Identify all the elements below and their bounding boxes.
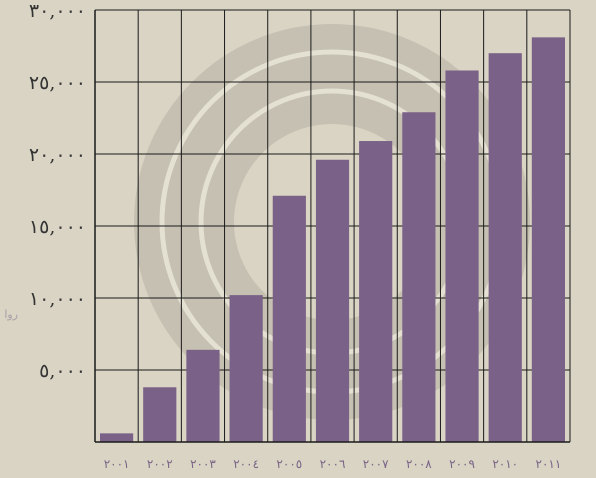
bar-٢٠٠٧ (359, 141, 393, 443)
x-tick-label: ٢٠٠٥ (276, 457, 302, 471)
x-tick-label: ٢٠٠٩ (449, 457, 475, 471)
x-axis-tick-labels: ٢٠٠١ ٢٠٠٢ ٢٠٠٣ ٢٠٠٤ ٢٠٠٥ ٢٠٠٦ ٢٠٠٧ ٢٠٠٨ ٢٠٠٩ ٢٠١٠… (104, 457, 562, 471)
x-tick-label: ٢٠٠٤ (233, 457, 259, 471)
bar-٢٠١٠ (488, 53, 522, 442)
bar-٢٠٠٥ (272, 195, 306, 442)
bar-٢٠٠٩ (445, 70, 479, 442)
y-tick-label: ٥,٠٠٠ (39, 360, 86, 382)
chart-axes (94, 10, 570, 443)
bar-٢٠٠٢ (143, 387, 177, 442)
bar-٢٠١١ (531, 37, 565, 443)
y-tick-label: ٢٥,٠٠٠ (29, 72, 86, 94)
x-tick-label: ٢٠٠٦ (320, 457, 346, 471)
x-tick-label: ٢٠١٠ (492, 457, 518, 471)
y-tick-label: ١٠,٠٠٠ (29, 288, 86, 310)
y-axis-label: روا (4, 308, 18, 321)
bar-٢٠٠٦ (315, 159, 350, 442)
x-tick-label: ٢٠٠٣ (190, 457, 216, 471)
x-tick-label: ٢٠٠٢ (147, 457, 173, 471)
y-tick-label: ٢٠,٠٠٠ (29, 144, 86, 166)
chart-bars (100, 37, 565, 443)
bar-٢٠٠٨ (402, 112, 436, 443)
x-tick-label: ٢٠٠١ (104, 457, 130, 471)
bar-٢٠٠٤ (229, 295, 263, 442)
x-tick-label: ٢٠٠٨ (406, 457, 432, 471)
bar-٢٠٠١ (100, 433, 134, 442)
y-tick-label: ١٥,٠٠٠ (29, 216, 86, 238)
x-tick-label: ٢٠١١ (536, 457, 562, 471)
bar-٢٠٠٣ (186, 349, 220, 442)
y-axis-tick-labels: ٥,٠٠٠ ١٠,٠٠٠ ١٥,٠٠٠ ٢٠,٠٠٠ ٢٥,٠٠٠ ٣٠,٠٠٠ (29, 0, 86, 382)
x-tick-label: ٢٠٠٧ (363, 457, 389, 471)
y-tick-label: ٣٠,٠٠٠ (29, 0, 86, 22)
